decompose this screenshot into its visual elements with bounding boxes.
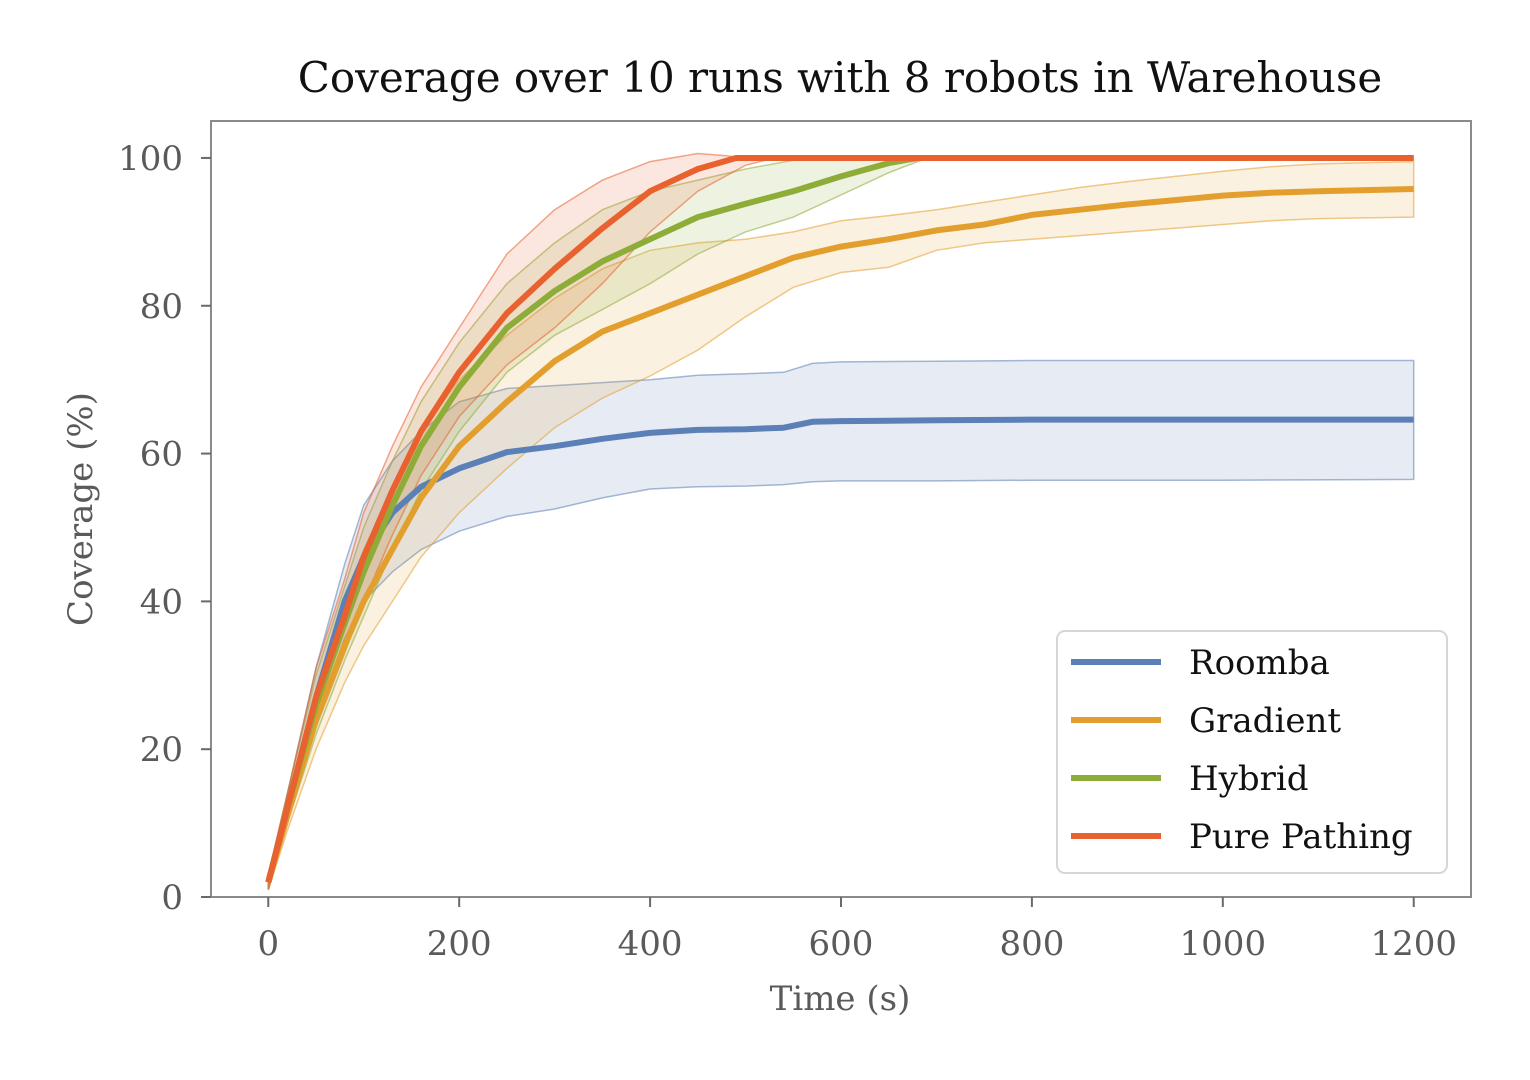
y-tick-label: 80 xyxy=(140,287,183,327)
y-tick-label: 40 xyxy=(140,582,183,622)
roomba-line xyxy=(265,416,1414,883)
x-tick-label: 200 xyxy=(427,924,492,964)
y-tick-label: 0 xyxy=(161,878,183,918)
y-axis-ticks: 0 20 40 60 80 100 xyxy=(118,139,211,918)
legend-label-pure-pathing: Pure Pathing xyxy=(1189,817,1413,857)
series-lines xyxy=(265,155,1414,884)
legend-label-gradient: Gradient xyxy=(1189,701,1341,741)
x-tick-label: 400 xyxy=(618,924,683,964)
legend-label-hybrid: Hybrid xyxy=(1189,759,1309,799)
x-tick-label: 1000 xyxy=(1180,924,1267,964)
legend-box xyxy=(1056,630,1448,874)
legend: Roomba Gradient Hybrid Pure Pathing xyxy=(1056,630,1448,874)
pure-pathing-line xyxy=(265,155,1414,883)
gradient-confidence-band xyxy=(267,160,1415,890)
x-tick-label: 1200 xyxy=(1370,924,1457,964)
x-axis-ticks: 0 200 400 600 800 1000 1200 xyxy=(257,897,1457,964)
y-tick-label: 60 xyxy=(140,435,183,475)
x-tick-label: 0 xyxy=(257,924,279,964)
roomba-confidence-band xyxy=(267,359,1415,890)
y-tick-label: 20 xyxy=(140,730,183,770)
chart-title: Coverage over 10 runs with 8 robots in W… xyxy=(298,53,1383,102)
y-axis-label: Coverage (%) xyxy=(61,392,101,626)
x-tick-label: 600 xyxy=(809,924,874,964)
x-tick-label: 800 xyxy=(999,924,1064,964)
legend-label-roomba: Roomba xyxy=(1189,643,1330,683)
y-tick-label: 100 xyxy=(118,139,183,179)
gradient-line xyxy=(265,186,1414,884)
x-axis-label: Time (s) xyxy=(770,979,911,1019)
